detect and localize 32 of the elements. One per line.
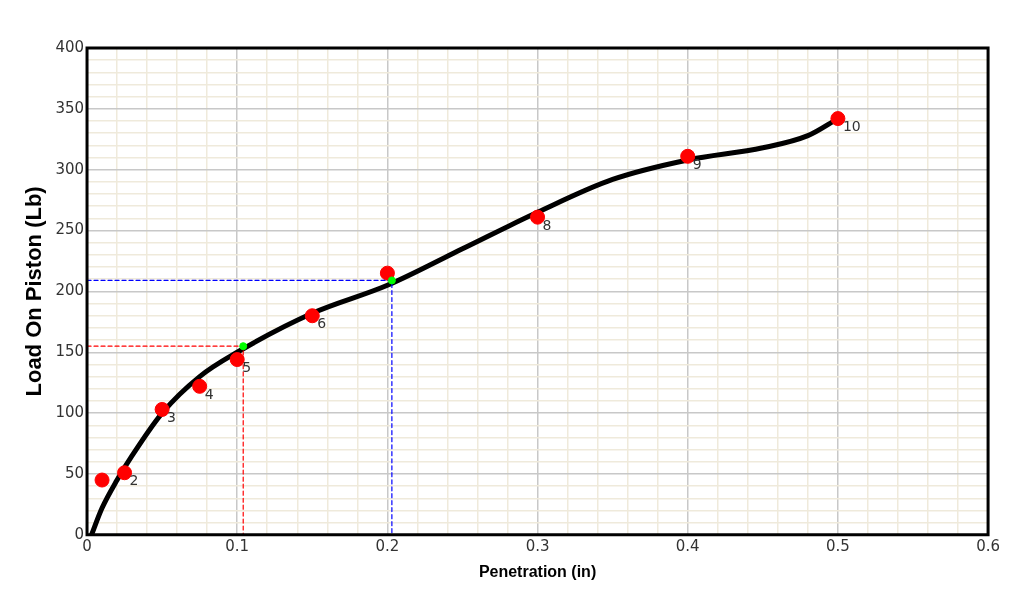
annotation: 8: [542, 216, 552, 233]
y-tick-label: 250: [55, 220, 85, 239]
y-tick-label: 400: [55, 37, 85, 56]
y-tick-label: 50: [64, 463, 85, 482]
annotation: 10: [842, 118, 861, 135]
point: [304, 308, 320, 324]
y-tick-label: 150: [55, 342, 85, 361]
y-tick-label: 100: [55, 402, 85, 421]
x-axis-title: Penetration (in): [478, 562, 597, 580]
x-tick-label: 0.1: [225, 536, 250, 555]
y-tick-label: 200: [55, 281, 85, 300]
annotation: 6: [317, 315, 327, 332]
y-tick-label: 350: [55, 98, 85, 117]
annotation: 5: [242, 359, 252, 376]
point: [94, 472, 110, 488]
point: [387, 276, 396, 285]
point: [229, 352, 245, 368]
x-tick-label: 0.3: [525, 536, 550, 555]
annotation: 2: [129, 472, 139, 489]
annotation: 9: [692, 155, 702, 172]
x-tick-label: 0.6: [976, 536, 1000, 555]
point: [379, 265, 395, 281]
y-tick-label: 300: [55, 159, 85, 178]
x-tick-label: 0.4: [675, 536, 700, 555]
y-axis-title: Load On Piston (Lb): [21, 186, 47, 397]
point: [830, 111, 846, 127]
point: [154, 401, 170, 417]
point: [239, 342, 248, 351]
x-tick-label: 0.5: [825, 536, 850, 555]
annotation: 3: [167, 409, 177, 426]
x-tick-label: 0.2: [375, 536, 400, 555]
annotation: 4: [204, 385, 214, 402]
